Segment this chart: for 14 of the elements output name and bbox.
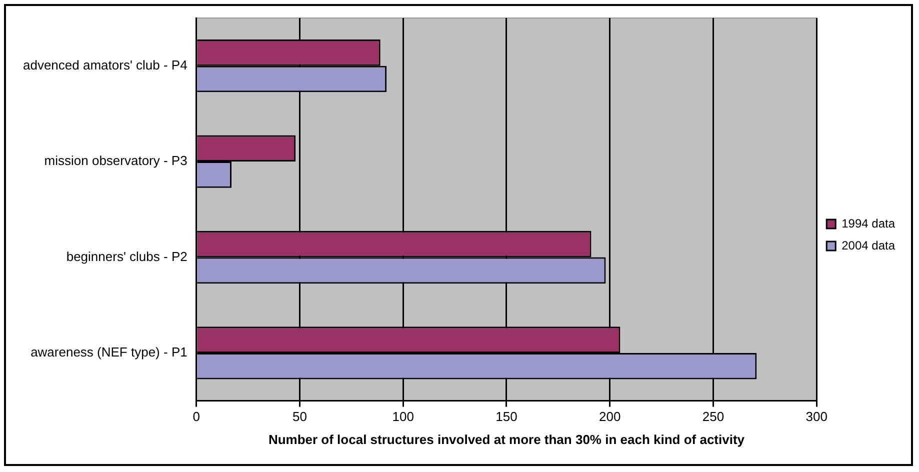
y-tick-label: mission observatory - P3 bbox=[44, 153, 188, 168]
x-tick-label: 200 bbox=[599, 409, 621, 424]
legend-label: 1994 data bbox=[842, 216, 896, 230]
y-tick-label: awareness (NEF type) - P1 bbox=[30, 344, 188, 360]
y-tick-label: advenced amators' club - P4 bbox=[22, 57, 188, 72]
x-tick-label: 0 bbox=[192, 409, 200, 424]
x-tick-label: 150 bbox=[496, 409, 518, 424]
x-tick-label: 50 bbox=[292, 409, 307, 424]
y-tick-label: beginners' clubs - P2 bbox=[66, 248, 188, 264]
legend-label: 2004 data bbox=[842, 238, 896, 252]
x-tick-label: 100 bbox=[392, 409, 414, 424]
x-axis-title: Number of local structures involved at more than 30% in each kind of activity bbox=[268, 432, 746, 447]
x-tick-label: 250 bbox=[702, 409, 724, 424]
x-tick-label: 300 bbox=[806, 409, 828, 424]
